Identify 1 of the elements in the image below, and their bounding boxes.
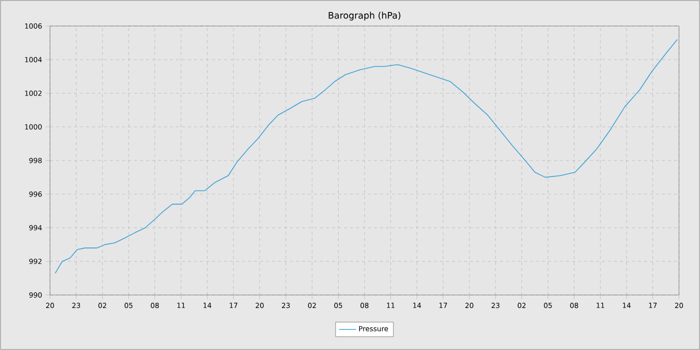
chart-title: Barograph (hPa)	[328, 12, 400, 20]
